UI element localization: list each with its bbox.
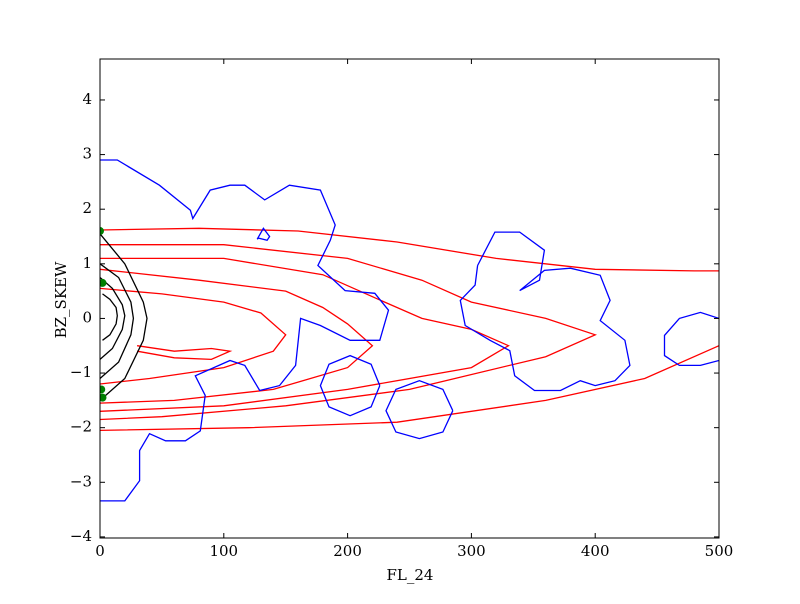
contour-line (100, 159, 390, 502)
x-axis-label: FL_24 (387, 566, 434, 584)
y-tick-label: 4 (82, 90, 92, 108)
y-tick-label: 2 (82, 199, 92, 217)
contour-line (385, 380, 454, 440)
y-tick-label: 0 (82, 308, 92, 326)
x-tick-label: 200 (333, 542, 362, 560)
y-tick-label: −2 (70, 418, 92, 436)
x-tick-label: 400 (581, 542, 610, 560)
x-tick-label: 500 (705, 542, 734, 560)
point (100, 385, 106, 394)
y-tick-label: −4 (70, 527, 92, 545)
x-tick-label: 300 (457, 542, 486, 560)
contour-line (136, 345, 233, 361)
y-axis-label: BZ_SKEW (52, 261, 70, 338)
contour-line (100, 233, 148, 401)
point (100, 393, 107, 402)
contour-line (100, 268, 374, 404)
contour-line (100, 277, 126, 360)
point (100, 227, 104, 236)
contour-line (100, 263, 135, 379)
contour-line (319, 354, 381, 417)
plot-frame (99, 58, 720, 539)
contour-line (100, 227, 719, 272)
contour-line (256, 227, 271, 242)
contour-line (100, 345, 719, 432)
contour-line (100, 244, 598, 421)
contour-line (663, 311, 719, 367)
point (100, 278, 107, 287)
contour-line (459, 231, 631, 392)
y-tick-label: −3 (70, 472, 92, 490)
x-tick-label: 100 (209, 542, 238, 560)
y-tick-label: −1 (70, 363, 92, 381)
y-tick-label: 3 (82, 145, 92, 163)
contour-line (100, 287, 287, 385)
contour-line (102, 293, 118, 341)
x-tick-label: 0 (95, 542, 105, 560)
y-tick-label: 1 (82, 254, 92, 272)
